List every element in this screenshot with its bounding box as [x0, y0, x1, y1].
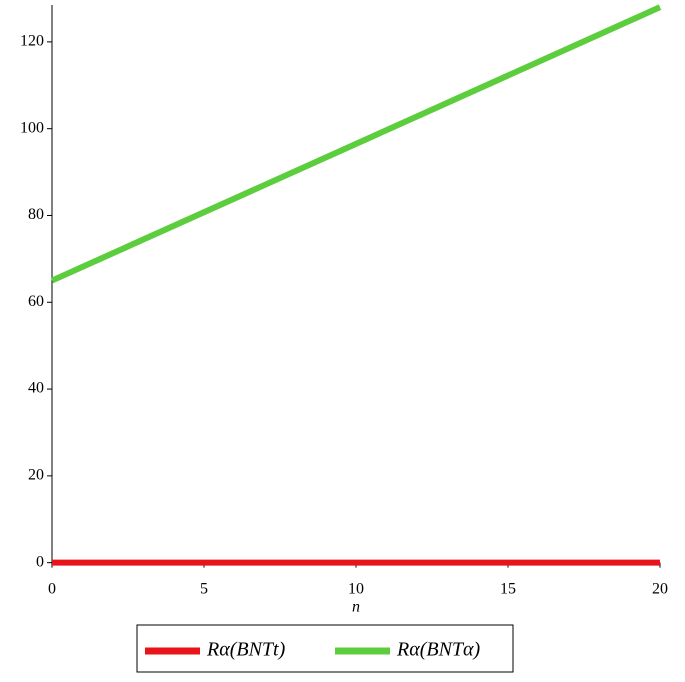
x-tick-label: 10 — [348, 581, 364, 598]
x-tick-label: 20 — [652, 581, 668, 598]
y-tick-label: 100 — [20, 119, 44, 136]
y-tick-label: 80 — [28, 206, 44, 223]
series-line — [50, 4, 662, 284]
x-axis-label: n — [352, 599, 360, 616]
x-tick-label: 15 — [500, 581, 516, 598]
y-tick-label: 20 — [28, 467, 44, 484]
y-tick-label: 40 — [28, 380, 44, 397]
y-tick-label: 0 — [36, 553, 44, 570]
legend-label: Rα(BNTt) — [206, 639, 286, 661]
y-tick-label: 60 — [28, 293, 44, 310]
x-tick-label: 5 — [200, 581, 208, 598]
y-tick-label: 120 — [20, 33, 44, 50]
x-tick-label: 0 — [48, 581, 56, 598]
legend-label: Rα(BNTα) — [396, 639, 481, 661]
